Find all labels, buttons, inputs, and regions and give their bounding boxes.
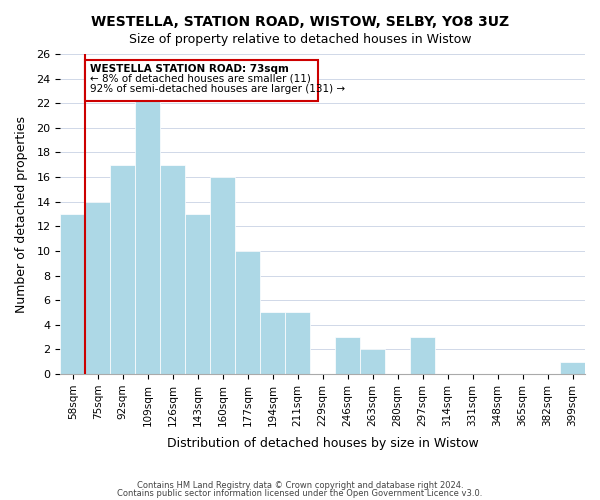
Bar (135, 91, 160, 374)
Bar (285, 312, 310, 374)
FancyBboxPatch shape (85, 60, 317, 101)
Y-axis label: Number of detached properties: Number of detached properties (15, 116, 28, 312)
Bar (61, 214, 85, 374)
X-axis label: Distribution of detached houses by size in Wistow: Distribution of detached houses by size … (167, 437, 479, 450)
Text: WESTELLA, STATION ROAD, WISTOW, SELBY, YO8 3UZ: WESTELLA, STATION ROAD, WISTOW, SELBY, Y… (91, 15, 509, 29)
Bar (85, 202, 110, 374)
Text: Size of property relative to detached houses in Wistow: Size of property relative to detached ho… (129, 32, 471, 46)
Bar (185, 214, 210, 374)
Text: ← 8% of detached houses are smaller (11): ← 8% of detached houses are smaller (11) (90, 74, 311, 84)
Bar (360, 350, 385, 374)
Bar (210, 177, 235, 374)
Bar (160, 165, 185, 374)
Text: 92% of semi-detached houses are larger (131) →: 92% of semi-detached houses are larger (… (90, 84, 346, 94)
Bar (260, 312, 285, 374)
Bar (560, 362, 585, 374)
Text: Contains public sector information licensed under the Open Government Licence v3: Contains public sector information licen… (118, 488, 482, 498)
Text: WESTELLA STATION ROAD: 73sqm: WESTELLA STATION ROAD: 73sqm (90, 64, 289, 74)
Text: Contains HM Land Registry data © Crown copyright and database right 2024.: Contains HM Land Registry data © Crown c… (137, 481, 463, 490)
Bar (410, 337, 435, 374)
Bar (335, 337, 360, 374)
Bar (110, 165, 135, 374)
Bar (235, 251, 260, 374)
